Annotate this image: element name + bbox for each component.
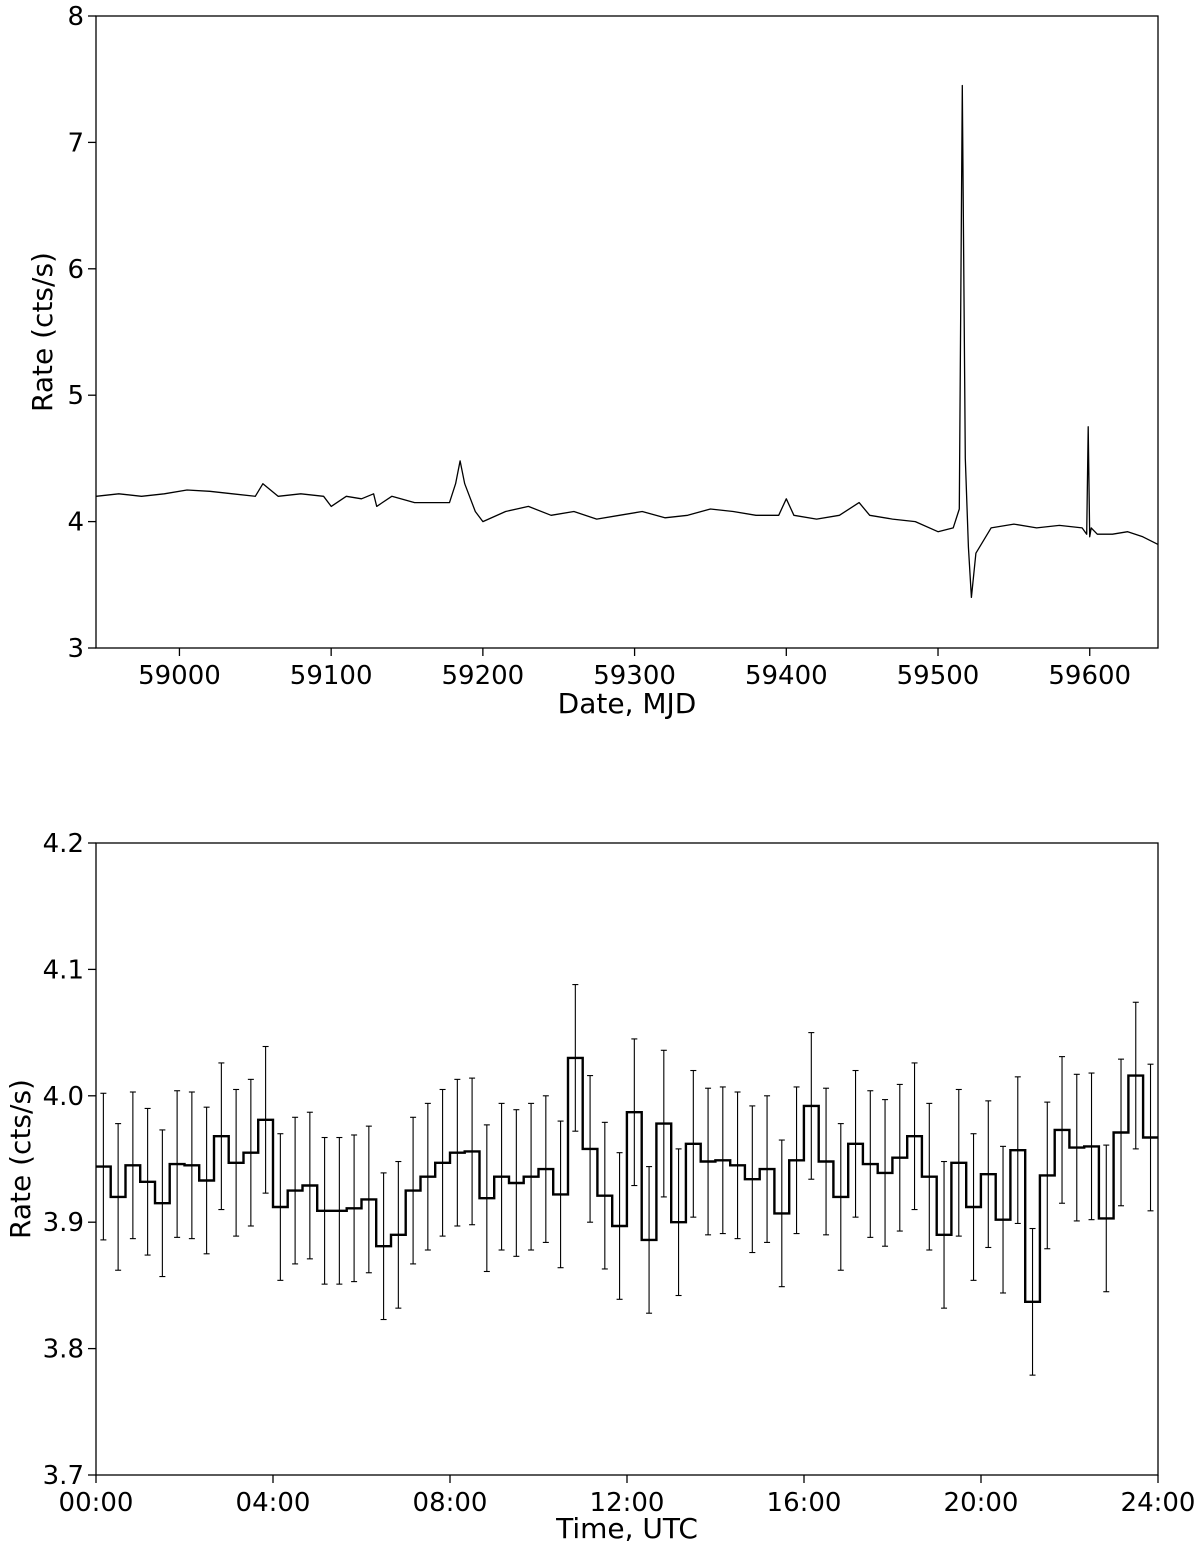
x-tick-label: 59100 [290, 661, 373, 691]
x-axis-label: Time, UTC [555, 1512, 698, 1545]
series-group [95, 84, 1159, 599]
x-tick-label: 59300 [593, 661, 676, 691]
x-tick-label: 20:00 [944, 1488, 1019, 1518]
x-tick-label: 59400 [745, 661, 828, 691]
plot-frame [95, 15, 1159, 649]
y-tick-label: 3.9 [43, 1208, 84, 1238]
y-tick-label: 4.2 [43, 829, 84, 859]
x-tick-label: 08:00 [413, 1488, 488, 1518]
x-tick-label: 59000 [138, 661, 221, 691]
y-tick-label: 5 [67, 381, 84, 411]
y-tick-label: 3 [67, 634, 84, 664]
y-tick-label: 7 [67, 128, 84, 158]
mjd-light-curve-panel: 3 4 5 6 7 8 59000 59100 59200 59300 59400 59500 596… [26, 2, 1159, 720]
x-tick-label: 59600 [1048, 661, 1131, 691]
x-axis-ticks: 00:00 04:00 08:00 12:00 16:00 20:00 24:00 [59, 1475, 1196, 1518]
y-axis-ticks: 3.7 3.8 3.9 4.0 4.1 4.2 [43, 829, 96, 1491]
y-tick-label: 3.8 [43, 1335, 84, 1365]
x-tick-label: 16:00 [767, 1488, 842, 1518]
x-tick-label: 24:00 [1121, 1488, 1196, 1518]
y-tick-label: 6 [67, 255, 84, 285]
y-tick-label: 4.1 [43, 955, 84, 985]
y-axis-ticks: 3 4 5 6 7 8 [67, 2, 96, 664]
y-tick-label: 3.7 [43, 1461, 84, 1491]
x-axis-label: Date, MJD [558, 687, 697, 720]
utc-light-curve-panel: 3.7 3.8 3.9 4.0 4.1 4.2 00:00 04:00 08:00 12:00 1… [4, 829, 1195, 1545]
y-tick-label: 8 [67, 2, 84, 32]
y-tick-label: 4.0 [43, 1082, 84, 1112]
y-tick-label: 4 [67, 508, 84, 538]
x-tick-label: 04:00 [236, 1488, 311, 1518]
series-step-line [96, 1056, 1158, 1303]
series-line [95, 84, 1159, 599]
y-axis-label: Rate (cts/s) [4, 1079, 37, 1239]
y-axis-label: Rate (cts/s) [26, 252, 59, 412]
x-tick-label: 59200 [442, 661, 525, 691]
x-tick-label: 00:00 [59, 1488, 134, 1518]
series-group [96, 984, 1158, 1376]
x-axis-ticks: 59000 59100 59200 59300 59400 59500 59600 [138, 648, 1131, 691]
x-tick-label: 12:00 [590, 1488, 665, 1518]
x-tick-label: 59500 [897, 661, 980, 691]
